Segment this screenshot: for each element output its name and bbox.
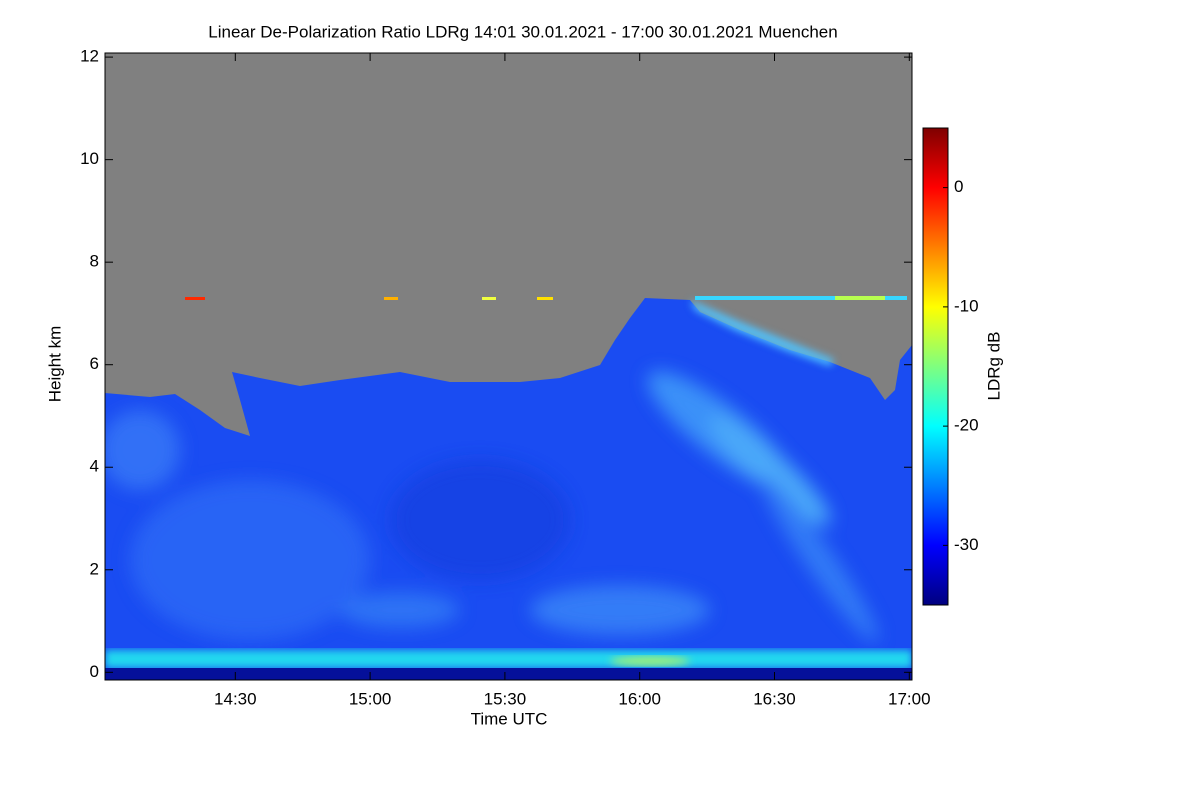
heatmap-field	[105, 53, 912, 680]
x-tick-label: 17:00	[888, 689, 931, 708]
layer-spot	[537, 297, 553, 300]
boundary-layer	[105, 650, 912, 668]
x-tick-label: 15:00	[349, 689, 392, 708]
x-tick-label: 16:00	[618, 689, 661, 708]
layer-spot	[835, 296, 885, 300]
y-tick-label: 4	[90, 457, 99, 476]
layer-spot	[185, 297, 205, 300]
colorbar-tick-label: -10	[954, 296, 979, 315]
chart-title: Linear De-Polarization Ratio LDRg 14:01 …	[208, 22, 837, 41]
cirrus-edge	[690, 300, 835, 366]
plot-frame	[104, 52, 913, 681]
y-tick-label: 12	[80, 47, 99, 66]
colorbar-tick-label: 0	[954, 177, 963, 196]
colorbar-tick-label: -20	[954, 416, 979, 435]
colorbar-tick-label: -30	[954, 535, 979, 554]
y-tick-label: 6	[90, 354, 99, 373]
x-axis-label: Time UTC	[471, 709, 548, 728]
y-tick-label: 0	[90, 662, 99, 681]
x-tick-label: 16:30	[753, 689, 796, 708]
y-tick-label: 10	[80, 149, 99, 168]
y-axis-label: Height km	[45, 326, 64, 403]
near-ground	[105, 668, 912, 680]
y-tick-label: 2	[90, 559, 99, 578]
colorbar	[922, 127, 949, 606]
x-tick-label: 15:30	[484, 689, 527, 708]
y-tick-label: 8	[90, 252, 99, 271]
boundary-layer-peak	[610, 656, 690, 666]
layer-spot	[384, 297, 398, 300]
x-tick-label: 14:30	[214, 689, 257, 708]
layer-spot	[482, 297, 496, 300]
cloud-texture	[105, 371, 879, 643]
layer-spot	[695, 296, 907, 300]
colorbar-label: LDRg dB	[984, 332, 1003, 401]
